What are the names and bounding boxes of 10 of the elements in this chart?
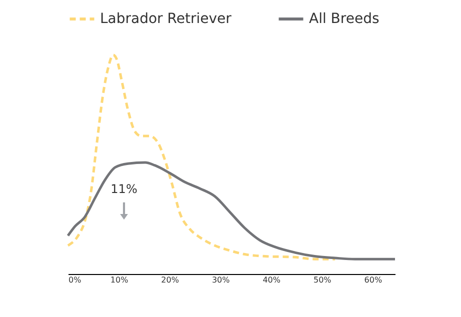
x-tick-label: 60% [364,276,382,284]
x-tick-label: 10% [110,276,129,284]
x-tick-label: 50% [313,276,332,284]
x-tick-label: 30% [212,276,230,284]
x-tick-label: 0% [68,276,82,284]
x-tick-label: 40% [262,276,281,284]
legend-label: Labrador Retriever [100,11,232,27]
x-tick-label: 20% [161,276,180,284]
legend-label: All Breeds [309,11,380,27]
annotation: 11% [110,182,138,196]
